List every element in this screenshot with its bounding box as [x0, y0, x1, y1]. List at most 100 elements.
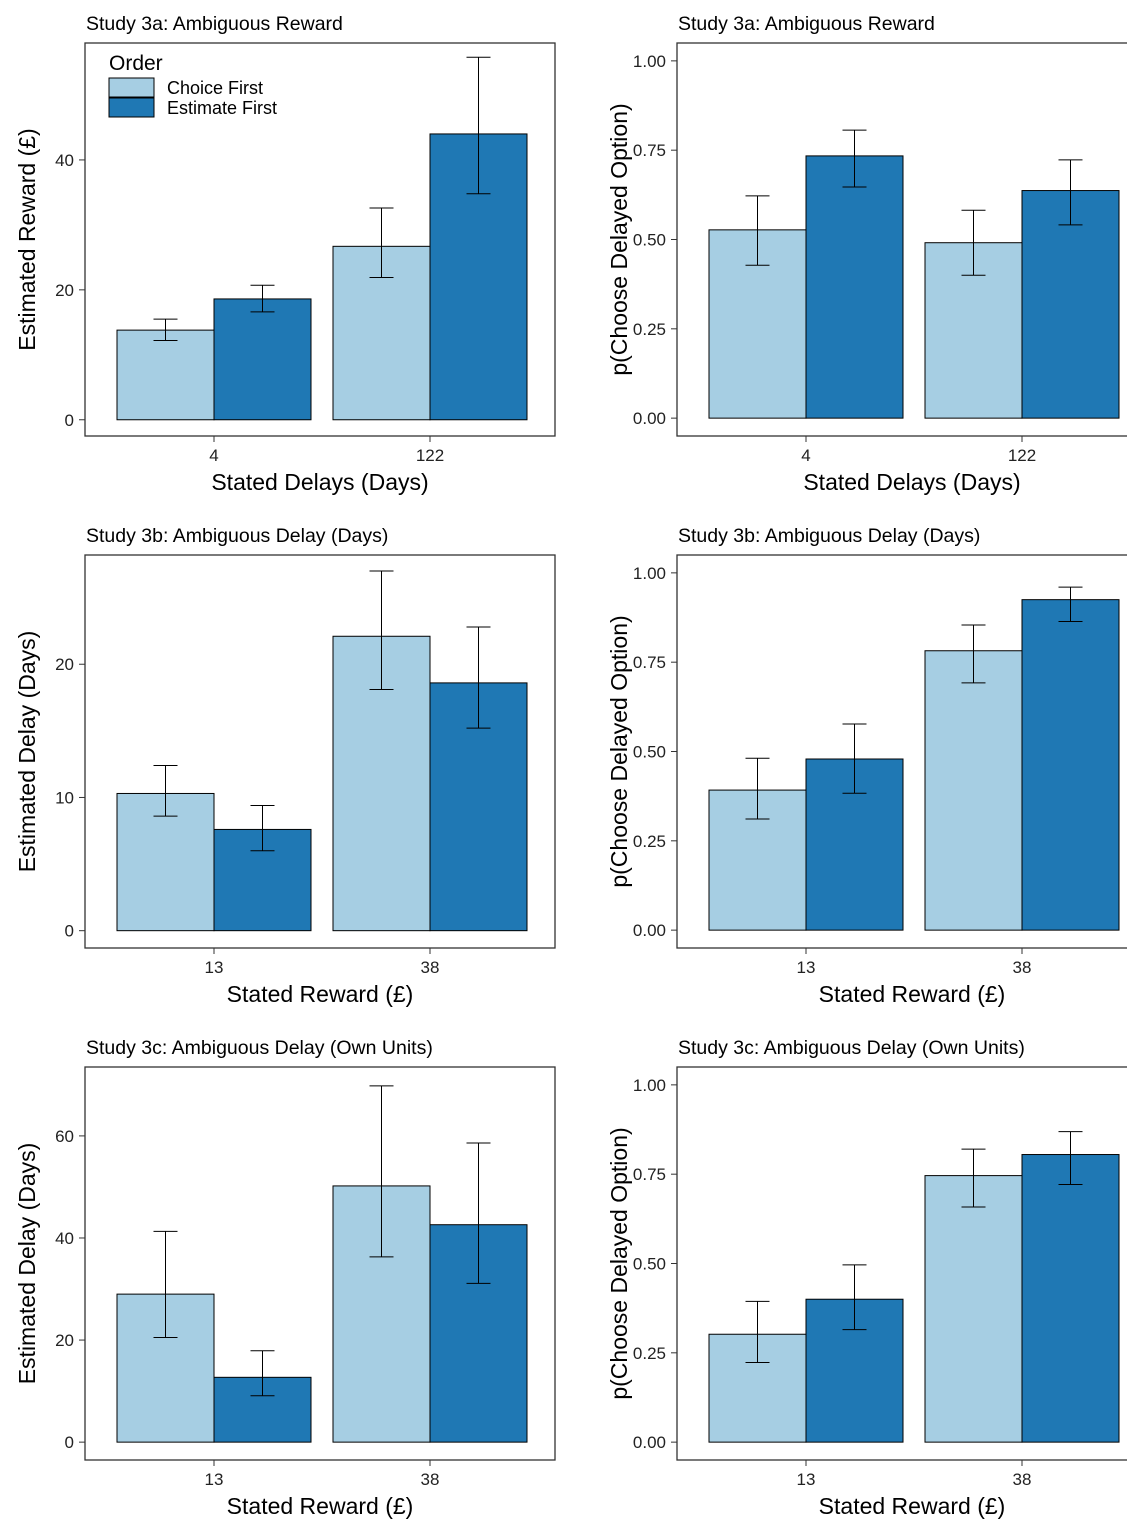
error-bar [369, 1085, 394, 1258]
x-axis-label: Stated Reward (£) [227, 1493, 414, 1519]
legend-entry-label: Estimate First [167, 98, 277, 118]
error-bar [153, 318, 178, 342]
y-axis-label: p(Choose Delayed Option) [606, 615, 632, 887]
panel-study-3c-delay: Study 3c: Ambiguous Delay (Own Units) 13… [0, 1024, 563, 1529]
y-tick-label: 0.25 [633, 320, 666, 339]
panel-title: Study 3c: Ambiguous Delay (Own Units) [678, 1037, 1025, 1059]
plot-frame [676, 554, 1127, 949]
x-tick-label: 38 [1013, 958, 1032, 977]
y-tick-label: 0.00 [633, 1433, 666, 1452]
y-tick-label: 0 [65, 411, 74, 430]
bar [924, 1175, 1023, 1443]
chart-svg: 4 122 0.00 0.25 0.50 0.75 1.00 Stated Delays (D… [606, 42, 1127, 495]
panel-title: Study 3a: Ambiguous Reward [86, 13, 343, 35]
legend-entry-label: Choice First [167, 78, 263, 98]
error-bar [153, 764, 178, 817]
error-bar [1058, 1131, 1083, 1186]
x-tick-label: 4 [801, 446, 810, 465]
y-tick-label: 0 [65, 922, 74, 941]
error-bar [250, 804, 275, 852]
y-tick-label: 10 [55, 788, 74, 807]
panel-study-3b-delay: Study 3b: Ambiguous Delay (Days) 13 38 0 10… [0, 512, 563, 1017]
error-bar [842, 1264, 867, 1331]
error-bar [250, 284, 275, 313]
error-bar [1058, 159, 1083, 226]
error-bar [745, 757, 770, 820]
plot-frame [84, 554, 556, 949]
plot-frame [84, 1066, 556, 1461]
error-bar [961, 209, 986, 276]
error-bar [961, 1148, 986, 1208]
y-tick-label: 0 [65, 1433, 74, 1452]
x-tick-label: 13 [205, 1470, 224, 1489]
x-tick-label: 38 [1013, 1470, 1032, 1489]
x-axis-label: Stated Reward (£) [227, 981, 414, 1007]
y-tick-label: 0.75 [633, 653, 666, 672]
bar [924, 650, 1023, 931]
error-bar [1058, 586, 1083, 622]
x-tick-label: 13 [797, 958, 816, 977]
bar [1021, 1154, 1120, 1443]
x-axis-label: Stated Delays (Days) [803, 469, 1020, 495]
y-axis-label: Estimated Delay (Days) [14, 631, 40, 873]
x-tick-label: 38 [421, 958, 440, 977]
error-bar [842, 129, 867, 188]
bar [213, 298, 312, 421]
chart-svg: 13 38 0.00 0.25 0.50 0.75 1.00 Stated Reward (£… [606, 554, 1127, 1007]
error-bar [745, 1300, 770, 1363]
legend-swatch [108, 97, 155, 118]
error-bar [466, 626, 491, 729]
y-tick-label: 0.00 [633, 409, 666, 428]
legend-swatch [108, 77, 155, 98]
plot-frame [84, 42, 556, 437]
y-tick-label: 40 [55, 1229, 74, 1248]
y-tick-label: 20 [55, 655, 74, 674]
plot-frame [676, 42, 1127, 437]
chart-svg: 13 38 0.00 0.25 0.50 0.75 1.00 Stated Reward (£… [606, 1066, 1127, 1519]
panel-study-3a-choice: Study 3a: Ambiguous Reward 4 122 0.00 0.25 0… [592, 0, 1127, 505]
y-tick-label: 20 [55, 281, 74, 300]
y-tick-label: 20 [55, 1331, 74, 1350]
error-bar [466, 56, 491, 195]
panel-title: Study 3b: Ambiguous Delay (Days) [86, 525, 389, 547]
y-axis-label: Estimated Reward (£) [14, 128, 40, 350]
legend-title: Order [109, 52, 163, 75]
panel-study-3a-reward: Study 3a: Ambiguous Reward 4 122 0 20 40 Stat… [0, 0, 563, 505]
error-bar [250, 1350, 275, 1397]
plot-frame [676, 1066, 1127, 1461]
error-bar [961, 624, 986, 684]
y-tick-label: 1.00 [633, 564, 666, 583]
x-tick-label: 122 [1008, 446, 1036, 465]
y-tick-label: 1.00 [633, 52, 666, 71]
y-tick-label: 0.25 [633, 1344, 666, 1363]
y-tick-label: 0.00 [633, 921, 666, 940]
y-tick-label: 40 [55, 151, 74, 170]
bar [116, 329, 215, 421]
chart-svg: 13 38 0 20 40 60 Stated Reward (£) Estimated De… [14, 1066, 556, 1519]
bar [1021, 190, 1120, 419]
panel-study-3b-choice: Study 3b: Ambiguous Delay (Days) 13 38 0.0… [592, 512, 1127, 1017]
y-tick-label: 0.50 [633, 231, 666, 250]
y-axis-label: p(Choose Delayed Option) [606, 1127, 632, 1399]
y-tick-label: 0.25 [633, 832, 666, 851]
y-tick-label: 0.50 [633, 743, 666, 762]
error-bar [842, 723, 867, 794]
x-tick-label: 13 [797, 1470, 816, 1489]
x-tick-label: 38 [421, 1470, 440, 1489]
x-tick-label: 122 [416, 446, 444, 465]
y-tick-label: 1.00 [633, 1076, 666, 1095]
y-tick-label: 0.50 [633, 1255, 666, 1274]
y-tick-label: 0.75 [633, 1165, 666, 1184]
chart-svg: 13 38 0 10 20 Stated Reward (£) Estimated Dela… [14, 554, 556, 1007]
error-bar [466, 1142, 491, 1284]
panel-title: Study 3a: Ambiguous Reward [678, 13, 935, 35]
panel-study-3c-choice: Study 3c: Ambiguous Delay (Own Units) 13… [592, 1024, 1127, 1529]
bar [805, 155, 904, 419]
bar [1021, 599, 1120, 931]
panel-title: Study 3c: Ambiguous Delay (Own Units) [86, 1037, 433, 1059]
error-bar [369, 207, 394, 279]
x-axis-label: Stated Reward (£) [819, 1493, 1006, 1519]
y-axis-label: Estimated Delay (Days) [14, 1143, 40, 1385]
y-tick-label: 60 [55, 1127, 74, 1146]
